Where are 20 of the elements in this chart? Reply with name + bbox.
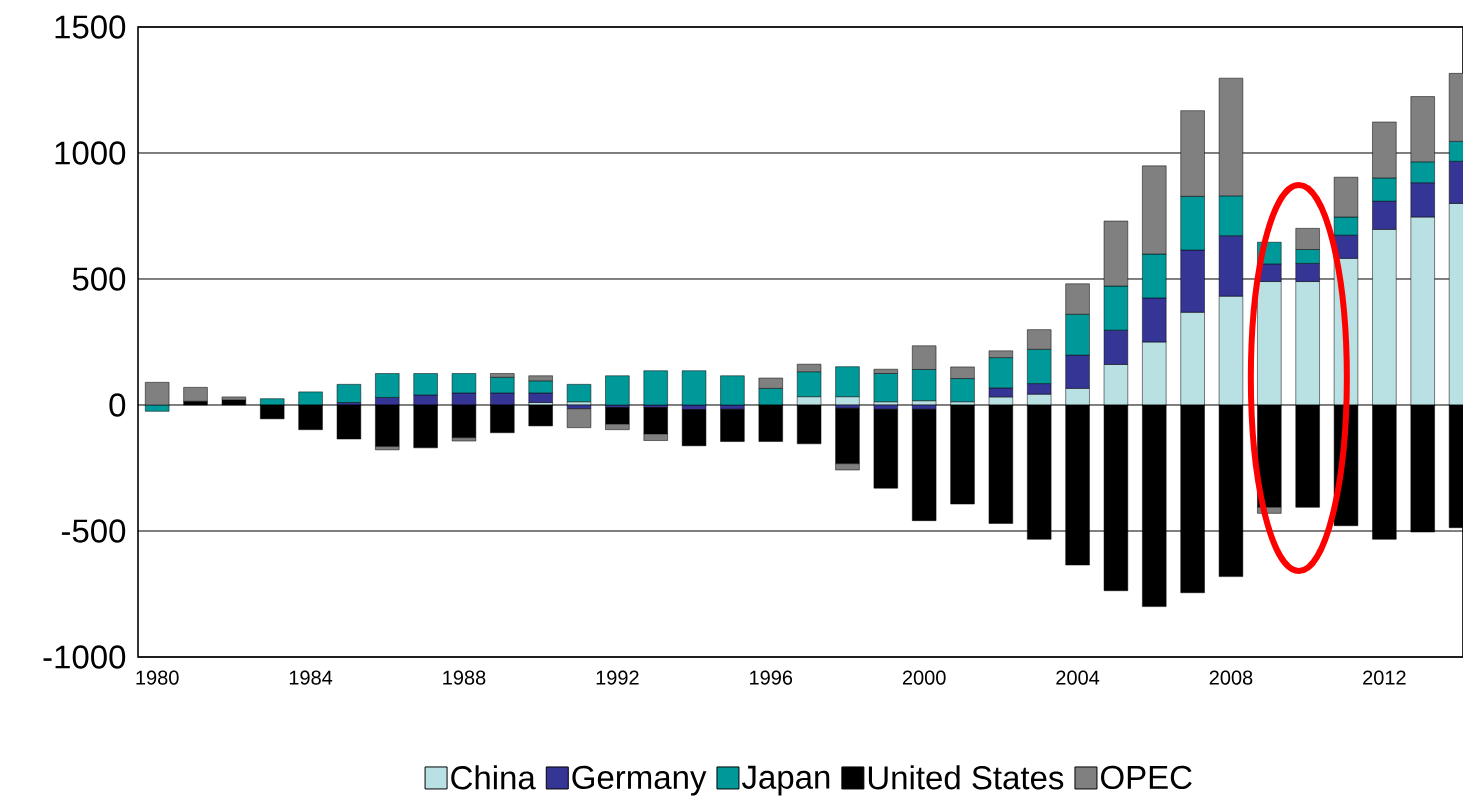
y-tick-label: -1000	[43, 645, 126, 669]
y-tick-label: 500	[72, 267, 126, 291]
x-tick-label: 2000	[902, 670, 946, 685]
x-tick-label: 1996	[750, 670, 793, 685]
x-tick-label: 1984	[289, 670, 333, 685]
legend-label: United States	[868, 765, 1064, 790]
x-tick-label: 1992	[596, 670, 639, 685]
legend-label: Japan	[741, 765, 830, 796]
legend-label: Germany	[572, 765, 707, 796]
x-tick-label: 1980	[136, 670, 179, 685]
y-tick-label: 1000	[55, 141, 126, 165]
x-tick-label: 2004	[1056, 670, 1100, 685]
y-tick-label: -500	[61, 519, 126, 543]
legend-label: China	[451, 765, 536, 790]
y-tick-label: 0	[109, 393, 126, 417]
legend-label: OPEC	[1101, 765, 1192, 790]
y-tick-label: 1500	[55, 15, 126, 39]
x-tick-label: 2008	[1209, 670, 1253, 685]
x-tick-label: 1988	[443, 670, 486, 685]
x-tick-label: 2012	[1363, 670, 1406, 685]
